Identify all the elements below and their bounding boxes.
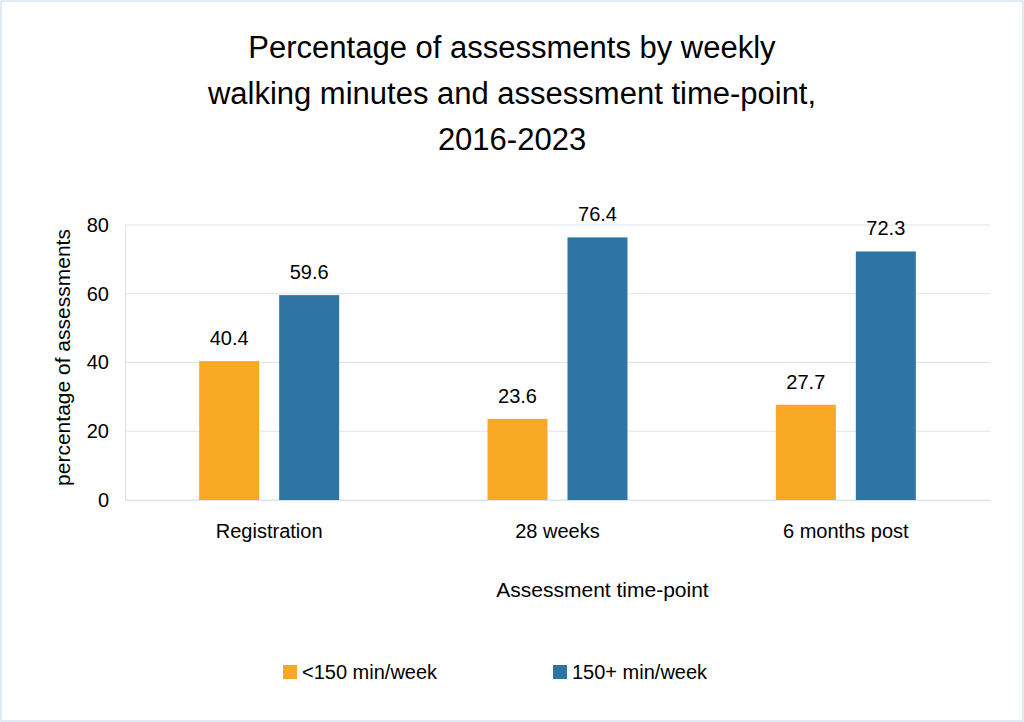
y-tick-label: 80 <box>87 214 109 236</box>
title: Percentage of assessments by weekly walki… <box>207 30 816 157</box>
grid <box>125 225 990 500</box>
legend-swatch <box>553 665 567 679</box>
x-axis-line <box>126 500 991 501</box>
x-axis: Registration 28 weeks 6 months post <box>126 500 991 542</box>
y-axis-title: percentage of assessments <box>51 229 74 486</box>
y-tick: 20 <box>87 420 125 442</box>
legend: <150 min/week 150+ min/week <box>283 661 708 683</box>
bar <box>488 419 548 500</box>
x-tick: 6 months post <box>783 500 909 542</box>
bar <box>568 237 628 500</box>
bar <box>856 251 916 500</box>
bar <box>776 405 836 500</box>
bars <box>199 237 916 500</box>
title-line: 2016-2023 <box>438 122 586 157</box>
chart: Percentage of assessments by weekly walki… <box>0 0 1024 722</box>
y-tick: 60 <box>87 283 125 305</box>
y-axis: 0 20 40 60 80 <box>87 214 126 511</box>
y-tick: 40 <box>87 351 125 373</box>
x-tick-label: Registration <box>216 520 323 542</box>
data-labels: 40.4 59.6 23.6 76.4 27.7 72.3 <box>210 203 906 407</box>
bar <box>199 361 259 500</box>
grid-line <box>125 224 990 225</box>
data-label: 27.7 <box>786 371 825 393</box>
frame <box>1 1 1023 721</box>
y-tick-label: 60 <box>87 283 109 305</box>
legend-label: 150+ min/week <box>572 661 708 683</box>
legend-label: <150 min/week <box>302 661 438 683</box>
data-label: 76.4 <box>578 203 617 225</box>
legend-swatch <box>283 665 297 679</box>
data-label: 72.3 <box>866 217 905 239</box>
x-tick-label: 28 weeks <box>515 520 600 542</box>
title-line: Percentage of assessments by weekly <box>248 30 776 65</box>
data-label: 59.6 <box>290 261 329 283</box>
data-label: 23.6 <box>498 385 537 407</box>
x-tick-label: 6 months post <box>783 520 909 542</box>
y-tick: 80 <box>87 214 125 236</box>
y-tick-label: 20 <box>87 420 109 442</box>
y-tick: 0 <box>98 489 125 511</box>
x-tick: 28 weeks <box>515 500 600 542</box>
y-tick-label: 0 <box>98 489 109 511</box>
x-tick: Registration <box>216 500 323 542</box>
title-line: walking minutes and assessment time-poin… <box>207 76 816 111</box>
data-label: 40.4 <box>210 327 249 349</box>
x-axis-title: Assessment time-point <box>496 578 709 601</box>
y-axis-line <box>125 226 126 501</box>
bar <box>279 295 339 500</box>
y-tick-label: 40 <box>87 351 109 373</box>
